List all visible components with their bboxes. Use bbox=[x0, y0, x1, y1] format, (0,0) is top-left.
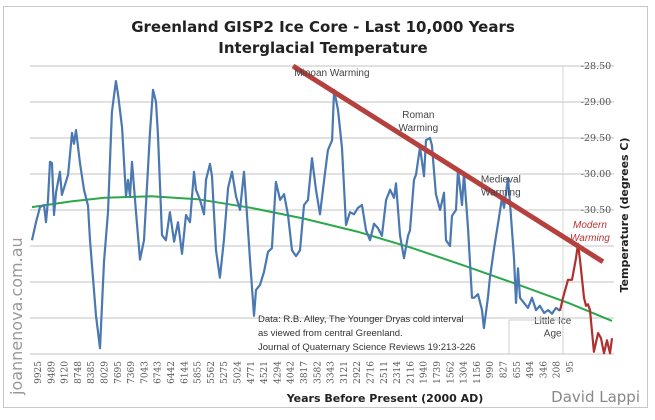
x-tick-label: 5024 bbox=[234, 361, 244, 384]
x-tick-label: 9489 bbox=[47, 361, 57, 384]
chart-title: Greenland GISP2 Ice Core - Last 10,000 Y… bbox=[131, 18, 515, 36]
x-tick-label: 7043 bbox=[140, 361, 150, 384]
x-tick-label: 8029 bbox=[101, 361, 111, 384]
x-tick-label: 3582 bbox=[313, 361, 323, 384]
y-tick-label: -30.00 bbox=[581, 169, 611, 180]
x-tick-label: 1156 bbox=[473, 361, 483, 384]
x-tick-label: 2716 bbox=[367, 361, 377, 384]
x-tick-label: 2511 bbox=[380, 361, 390, 384]
x-tick-label: 494 bbox=[526, 361, 536, 378]
x-tick-label: 6442 bbox=[167, 361, 177, 384]
annotation-label: Medieval bbox=[481, 175, 521, 186]
x-tick-label: 3817 bbox=[300, 361, 310, 384]
source-note: Data: R.B. Alley, The Younger Dryas cold… bbox=[258, 314, 476, 353]
annotations: Minoan Warming Roman Warming Medieval Warmin… bbox=[294, 68, 610, 355]
x-tick-label: 990 bbox=[486, 361, 496, 378]
series-lines bbox=[30, 63, 614, 355]
annotation-label: Modern bbox=[573, 220, 607, 231]
annotation-label: Warming bbox=[399, 123, 439, 134]
x-tick-label: 7369 bbox=[127, 361, 137, 384]
x-axis-label: Years Before Present (2000 AD) bbox=[286, 392, 484, 405]
x-tick-label: 6144 bbox=[180, 361, 190, 384]
annotation-label: Age bbox=[544, 329, 562, 340]
series-line-modern bbox=[558, 242, 614, 355]
x-tick-label: 208 bbox=[553, 361, 563, 378]
annotation-label: Roman bbox=[402, 110, 434, 121]
annotation-label: Minoan Warming bbox=[294, 68, 369, 79]
trendline-red bbox=[291, 63, 605, 264]
x-tick-label: 1562 bbox=[446, 361, 456, 384]
x-axis-ticks: 9925 9489 9120 8748 8385 8029 7695 7369 7043 6743… bbox=[34, 361, 576, 384]
y-tick-label: -28.50 bbox=[581, 61, 611, 72]
x-tick-label: 3121 bbox=[340, 361, 350, 384]
x-tick-label: 4771 bbox=[247, 361, 257, 384]
source-note-line: Data: R.B. Alley, The Younger Dryas cold… bbox=[258, 314, 464, 325]
x-tick-label: 1739 bbox=[433, 361, 443, 384]
annotation-label: Warming bbox=[481, 188, 521, 199]
x-tick-label: 4294 bbox=[273, 361, 283, 384]
x-tick-label: 6743 bbox=[154, 361, 164, 384]
x-tick-label: 827 bbox=[500, 361, 510, 378]
x-tick-label: 5275 bbox=[220, 361, 230, 384]
chart-subtitle: Interglacial Temperature bbox=[218, 39, 427, 57]
x-tick-label: 3343 bbox=[327, 361, 337, 384]
x-tick-label: 4521 bbox=[260, 361, 270, 384]
y-tick-label: -29.00 bbox=[581, 97, 611, 108]
y-tick-label: -30.50 bbox=[581, 205, 611, 216]
x-tick-label: 95 bbox=[566, 361, 576, 373]
x-tick-label: 1304 bbox=[460, 361, 470, 384]
annotation-label: Little Ice bbox=[534, 316, 572, 327]
x-tick-label: 8748 bbox=[74, 361, 84, 384]
x-tick-label: 5562 bbox=[207, 361, 217, 384]
x-tick-label: 2314 bbox=[393, 361, 403, 384]
x-tick-label: 5855 bbox=[194, 361, 204, 384]
credit: David Lappi bbox=[551, 388, 640, 406]
little-ice-age-box bbox=[508, 319, 564, 355]
source-note-line: as viewed from central Greenland. bbox=[258, 328, 403, 339]
x-tick-label: 4042 bbox=[287, 361, 297, 384]
watermark: joannenova.com.au bbox=[7, 237, 26, 396]
x-tick-label: 2116 bbox=[406, 361, 416, 384]
x-tick-label: 8385 bbox=[87, 361, 97, 384]
x-tick-label: 346 bbox=[539, 361, 549, 378]
x-tick-label: 9120 bbox=[61, 361, 71, 384]
source-note-line: Journal of Quaternary Science Reviews 19… bbox=[258, 342, 476, 353]
x-tick-label: 1940 bbox=[420, 361, 430, 384]
x-tick-label: 9925 bbox=[34, 361, 44, 384]
x-tick-label: 2922 bbox=[353, 361, 363, 384]
chart-frame bbox=[3, 6, 648, 408]
x-tick-label: 7695 bbox=[114, 361, 124, 384]
gridlines bbox=[30, 65, 614, 355]
y-tick-label: -29.50 bbox=[581, 133, 611, 144]
y-axis-label: Temperature (degrees C) bbox=[618, 137, 631, 292]
series-line-gisp2 bbox=[30, 80, 561, 350]
x-tick-label: 655 bbox=[513, 361, 523, 378]
annotation-label: Warming bbox=[570, 233, 610, 244]
y-axis-ticks: -28.50 -29.00 -29.50 -30.00 -30.50 bbox=[581, 61, 611, 216]
